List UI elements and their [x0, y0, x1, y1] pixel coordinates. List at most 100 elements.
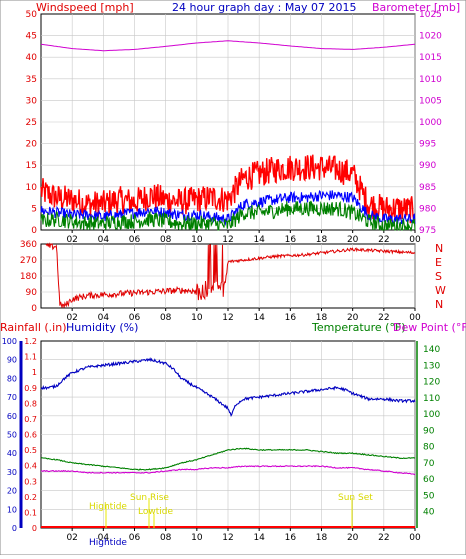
direction-x-tick-label: 08 [160, 313, 172, 323]
direction-x-tick-label: 22 [378, 313, 389, 323]
humidity-tick-label: 50 [7, 431, 17, 440]
windspeed-tick-label: 25 [26, 118, 37, 128]
sunrise-label: Sun Rise [130, 493, 169, 503]
direction-x-tick-label: 10 [191, 313, 203, 323]
lowtide-label: Lowtide [138, 507, 173, 517]
windspeed-tick-label: 5 [31, 204, 37, 214]
sunset-label: Sun Set [338, 493, 373, 503]
direction-x-tick-label: 02 [66, 313, 77, 323]
barometer-tick-label: 1015 [419, 53, 442, 63]
wind-x-tick-label: 14 [253, 235, 265, 245]
wind-gust-series [40, 154, 416, 224]
compass-letter: N [435, 242, 443, 255]
wind-direction-series [45, 242, 416, 308]
wind-x-tick-label: 16 [285, 235, 297, 245]
temperature-tick-label: 90 [423, 426, 435, 436]
windspeed-tick-label: 30 [26, 96, 38, 106]
barometer-tick-label: 1010 [419, 75, 442, 85]
lower-x-tick-label: 02 [66, 533, 77, 543]
wind-x-tick-label: 20 [347, 235, 359, 245]
windspeed-axis-label: Windspeed [mph] [36, 1, 134, 14]
wind-x-tick-label: 04 [98, 235, 110, 245]
windspeed-tick-label: 50 [26, 10, 38, 20]
wind-x-tick-label: 12 [222, 235, 233, 245]
barometer-series [40, 40, 416, 52]
temperature-axis-label: Temperature (°F) [311, 321, 406, 334]
barometer-tick-label: 1020 [419, 32, 442, 42]
rain-tick-label: 0.4 [24, 462, 37, 471]
windspeed-tick-label: 10 [26, 183, 38, 193]
wind-x-tick-label: 06 [129, 235, 141, 245]
rain-tick-label: 0.7 [24, 415, 37, 424]
compass-letter: N [435, 298, 443, 311]
compass-letter: S [435, 270, 442, 283]
temperature-tick-label: 140 [423, 345, 440, 355]
humidity-tick-label: 20 [7, 487, 17, 496]
direction-tick-label: 360 [20, 240, 37, 250]
rain-tick-label: 0 [32, 524, 37, 533]
rain-tick-label: 1 [32, 368, 37, 377]
windspeed-tick-label: 20 [26, 140, 38, 150]
lower-x-tick-label: 00 [409, 533, 421, 543]
direction-x-tick-label: 18 [316, 313, 328, 323]
windspeed-tick-label: 40 [26, 53, 38, 63]
humidity-tick-label: 60 [7, 412, 17, 421]
humidity-axis-label: Humidity (%) [66, 321, 138, 334]
windspeed-tick-label: 0 [31, 226, 37, 236]
barometer-tick-label: 1000 [419, 118, 442, 128]
direction-x-tick-label: 16 [285, 313, 297, 323]
hightide-bottom-label: Hightide [89, 538, 127, 548]
barometer-tick-label: 1025 [419, 10, 442, 20]
rain-tick-label: 1.1 [24, 353, 37, 362]
direction-x-tick-label: 12 [222, 313, 233, 323]
wind-x-tick-label: 02 [66, 235, 77, 245]
dewpoint-series [41, 465, 416, 476]
humidity-tick-label: 80 [7, 374, 17, 383]
lower-panel: 010203040506070809010000.10.20.30.40.50.… [2, 337, 441, 543]
dewpoint-axis-label: Dew Point (°F) [393, 321, 466, 334]
temperature-tick-label: 80 [423, 443, 435, 453]
windspeed-tick-label: 15 [26, 161, 37, 171]
humidity-tick-label: 70 [7, 393, 17, 402]
wind-x-tick-label: 08 [160, 235, 172, 245]
temperature-tick-label: 50 [423, 491, 435, 501]
direction-tick-label: 270 [20, 256, 37, 266]
humidity-tick-label: 30 [7, 468, 17, 477]
humidity-tick-label: 40 [7, 449, 17, 458]
lower-x-tick-label: 06 [129, 533, 141, 543]
direction-x-tick-label: 04 [98, 313, 110, 323]
humidity-tick-label: 0 [12, 524, 17, 533]
temperature-tick-label: 60 [423, 475, 435, 485]
direction-x-tick-label: 14 [253, 313, 265, 323]
chart-title: 24 hour graph day : May 07 2015 [172, 1, 357, 14]
wind-x-tick-label: 18 [316, 235, 328, 245]
wind-x-tick-label: 22 [378, 235, 389, 245]
temperature-tick-label: 40 [423, 508, 435, 518]
barometer-tick-label: 1005 [419, 96, 442, 106]
windspeed-tick-label: 35 [26, 75, 37, 85]
humidity-tick-label: 10 [7, 505, 17, 514]
rain-tick-label: 0.3 [24, 477, 37, 486]
lower-x-tick-label: 08 [160, 533, 172, 543]
barometer-tick-label: 985 [419, 183, 436, 193]
direction-x-tick-label: 20 [347, 313, 359, 323]
barometer-tick-label: 975 [419, 226, 436, 236]
rain-tick-label: 0.5 [24, 446, 37, 455]
lower-x-tick-label: 14 [253, 533, 265, 543]
compass-letter: W [435, 284, 446, 297]
temperature-series [40, 447, 416, 471]
direction-tick-label: 0 [31, 304, 37, 314]
hightide-label: Hightide [89, 502, 127, 512]
rain-tick-label: 1.2 [24, 337, 37, 346]
rain-tick-label: 0.1 [24, 508, 37, 517]
lower-x-tick-label: 04 [98, 533, 110, 543]
temperature-tick-label: 100 [423, 410, 440, 420]
direction-x-tick-label: 00 [409, 313, 421, 323]
wind-x-tick-label: 10 [191, 235, 203, 245]
barometer-axis-label: Barometer [mb] [372, 1, 460, 14]
lower-x-tick-label: 18 [316, 533, 328, 543]
